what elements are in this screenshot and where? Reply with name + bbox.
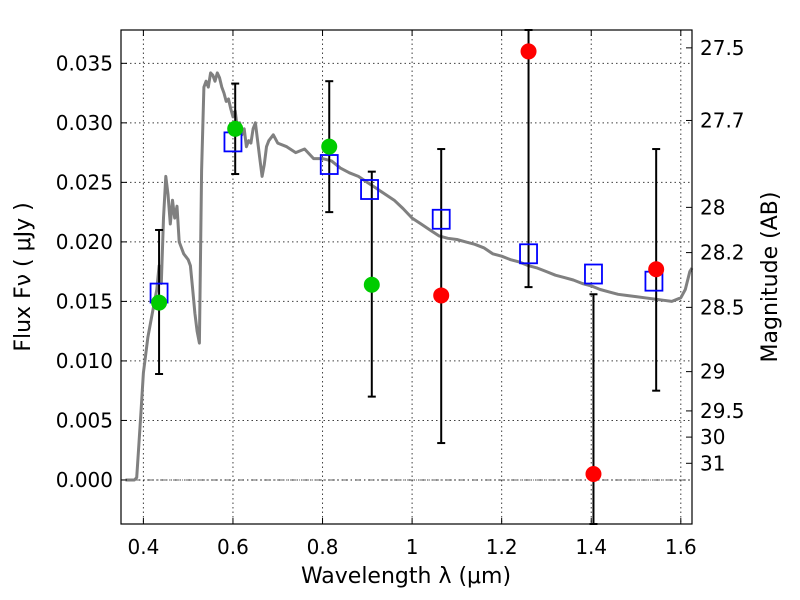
y2-tick-label: 27.5 [700, 36, 745, 60]
x-tick-label: 1.2 [486, 535, 518, 559]
y2-tick-label: 28 [700, 195, 725, 219]
x-tick-label: 1.6 [665, 535, 697, 559]
y-axis-label: Flux Fν ( μJy ) [11, 202, 36, 351]
y-tick-labels: 0.000 0.005 0.010 0.015 0.020 0.025 0.030 0.035 [56, 51, 113, 492]
y-tick-label: 0.000 [56, 468, 113, 492]
model-photometry-square [431, 208, 451, 230]
non-detection-point [585, 466, 602, 483]
non-detection-point [433, 287, 450, 304]
model-spectrum-line [125, 71, 694, 482]
x-tick-label: 1.4 [575, 535, 607, 559]
x-tick-labels: 0.4 0.6 0.8 1 1.2 1.4 1.6 [127, 535, 696, 559]
spectrum-line [125, 71, 694, 482]
y2-tick-label: 28.5 [700, 295, 745, 319]
axis-ticks [121, 30, 692, 524]
plot-frame [120, 29, 693, 525]
photometry-points [151, 43, 665, 483]
y-tick-label: 0.010 [56, 349, 113, 373]
detection-point [321, 138, 338, 155]
x-tick-label: 1 [406, 535, 419, 559]
non-detection-point [520, 43, 537, 60]
y-tick-label: 0.030 [56, 111, 113, 135]
y2-axis-label: Magnitude (AB) [758, 192, 783, 363]
y2-tick-label: 29.5 [700, 399, 745, 423]
y2-tick-label: 31 [700, 451, 725, 475]
y2-tick-label: 30 [700, 425, 725, 449]
x-tick-label: 0.4 [127, 535, 159, 559]
y-tick-label: 0.020 [56, 230, 113, 254]
model-photometry-square [584, 263, 603, 285]
model-photometry-square [519, 243, 538, 265]
y2-tick-label: 28.2 [700, 241, 745, 265]
y-tick-label: 0.015 [56, 289, 113, 313]
y-tick-label: 0.035 [56, 51, 113, 75]
model-photometry-square [360, 179, 379, 200]
detection-point [227, 120, 244, 137]
detection-point [151, 294, 168, 311]
x-axis-label: Wavelength λ (μm) [301, 564, 511, 589]
y-tick-label: 0.005 [56, 408, 113, 432]
y2-tick-label: 27.7 [700, 108, 745, 132]
x-tick-label: 0.8 [307, 535, 339, 559]
model-photometry-square [319, 154, 339, 175]
y2-tick-label: 29 [700, 360, 725, 384]
non-detection-point [648, 261, 665, 278]
detection-point [363, 276, 380, 293]
y-tick-label: 0.025 [56, 170, 113, 194]
x-tick-label: 0.6 [217, 535, 249, 559]
